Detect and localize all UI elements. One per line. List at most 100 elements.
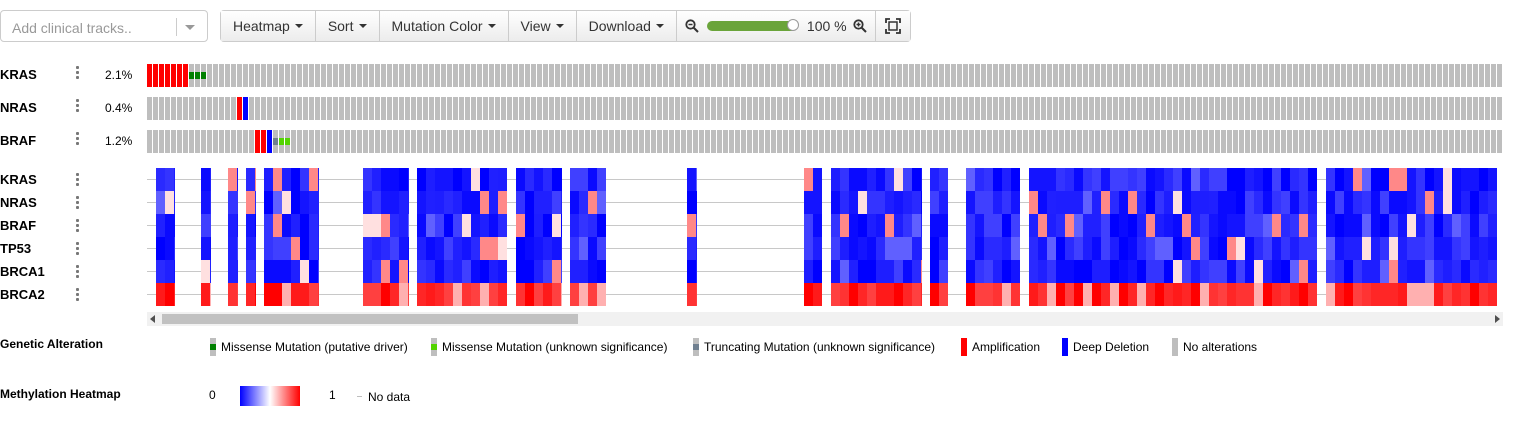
heatmap-cell[interactable] bbox=[1398, 191, 1407, 214]
heatmap-cell[interactable] bbox=[570, 191, 579, 214]
sample-cell[interactable] bbox=[1365, 97, 1370, 120]
heatmap-cell[interactable] bbox=[489, 237, 498, 260]
sample-cell[interactable] bbox=[1089, 97, 1094, 120]
sample-cell[interactable] bbox=[927, 97, 932, 120]
sample-cell[interactable] bbox=[303, 130, 308, 153]
sample-cell[interactable] bbox=[981, 64, 986, 87]
sample-cell[interactable] bbox=[189, 97, 194, 120]
sample-cell[interactable] bbox=[1191, 64, 1196, 87]
heatmap-cell[interactable] bbox=[543, 260, 552, 283]
heatmap-cell[interactable] bbox=[1155, 260, 1164, 283]
sample-cell[interactable] bbox=[555, 64, 560, 87]
zoom-slider[interactable] bbox=[706, 19, 799, 31]
heatmap-cell[interactable] bbox=[966, 191, 975, 214]
sample-cell[interactable] bbox=[147, 97, 152, 120]
sample-cell[interactable] bbox=[1179, 130, 1184, 153]
heatmap-cell[interactable] bbox=[1263, 237, 1272, 260]
sample-cell[interactable] bbox=[429, 97, 434, 120]
heatmap-cell[interactable] bbox=[462, 214, 471, 237]
heatmap-cell[interactable] bbox=[1182, 283, 1191, 306]
heatmap-cell[interactable] bbox=[1164, 191, 1173, 214]
sample-cell[interactable] bbox=[543, 64, 548, 87]
track-menu-icon[interactable] bbox=[76, 288, 79, 303]
heatmap-cell[interactable] bbox=[1137, 214, 1146, 237]
sample-cell[interactable] bbox=[999, 64, 1004, 87]
sample-cell[interactable] bbox=[1023, 97, 1028, 120]
heatmap-cell[interactable] bbox=[399, 214, 408, 237]
heatmap-cell[interactable] bbox=[1407, 283, 1416, 306]
sample-cell[interactable] bbox=[495, 64, 500, 87]
heatmap-cell[interactable] bbox=[885, 260, 894, 283]
heatmap-cell[interactable] bbox=[1128, 191, 1137, 214]
heatmap-cell[interactable] bbox=[831, 191, 840, 214]
sample-cell[interactable] bbox=[801, 97, 806, 120]
sample-cell[interactable] bbox=[891, 97, 896, 120]
sample-cell[interactable] bbox=[651, 97, 656, 120]
heatmap-cell[interactable] bbox=[282, 168, 291, 191]
heatmap-cell[interactable] bbox=[174, 237, 175, 260]
heatmap-cell[interactable] bbox=[255, 214, 256, 237]
sample-cell[interactable] bbox=[513, 97, 518, 120]
heatmap-cell[interactable] bbox=[1056, 260, 1065, 283]
sample-cell[interactable] bbox=[1107, 130, 1112, 153]
sample-cell[interactable] bbox=[675, 97, 680, 120]
sample-cell[interactable] bbox=[957, 64, 962, 87]
sample-cell[interactable] bbox=[297, 130, 302, 153]
heatmap-cell[interactable] bbox=[534, 191, 543, 214]
heatmap-cell[interactable] bbox=[912, 168, 921, 191]
sample-cell[interactable] bbox=[405, 97, 410, 120]
heatmap-cell[interactable] bbox=[1488, 283, 1497, 306]
sample-cell[interactable] bbox=[1269, 64, 1274, 87]
sample-cell[interactable] bbox=[477, 97, 482, 120]
sample-cell[interactable] bbox=[1137, 130, 1142, 153]
sample-cell[interactable] bbox=[1311, 130, 1316, 153]
heatmap-cell[interactable] bbox=[471, 191, 480, 214]
sample-cell[interactable] bbox=[411, 97, 416, 120]
heatmap-cell[interactable] bbox=[1254, 191, 1263, 214]
sample-cell[interactable] bbox=[501, 64, 506, 87]
sample-cell[interactable] bbox=[561, 130, 566, 153]
sample-cell[interactable] bbox=[1347, 64, 1352, 87]
sample-cell[interactable] bbox=[723, 97, 728, 120]
sample-cell[interactable] bbox=[1167, 97, 1172, 120]
heatmap-cell[interactable] bbox=[291, 168, 300, 191]
heatmap-cell[interactable] bbox=[534, 168, 543, 191]
sample-cell[interactable] bbox=[1413, 64, 1418, 87]
sample-cell[interactable] bbox=[1119, 64, 1124, 87]
heatmap-cell[interactable] bbox=[543, 168, 552, 191]
heatmap-cell[interactable] bbox=[372, 214, 381, 237]
sample-cell[interactable] bbox=[1365, 64, 1370, 87]
heatmap-cell[interactable] bbox=[471, 283, 480, 306]
heatmap-cell[interactable] bbox=[1218, 191, 1227, 214]
heatmap-cell[interactable] bbox=[1254, 168, 1263, 191]
heatmap-cell[interactable] bbox=[273, 283, 282, 306]
heatmap-cell[interactable] bbox=[993, 237, 1002, 260]
heatmap-cell[interactable] bbox=[1479, 191, 1488, 214]
sample-cell[interactable] bbox=[309, 64, 314, 87]
sample-cell[interactable] bbox=[933, 130, 938, 153]
sample-cell[interactable] bbox=[1173, 130, 1178, 153]
sample-cell[interactable] bbox=[207, 97, 212, 120]
heatmap-cell[interactable] bbox=[228, 191, 237, 214]
sample-cell[interactable] bbox=[567, 97, 572, 120]
heatmap-cell[interactable] bbox=[1038, 214, 1047, 237]
heatmap-cell[interactable] bbox=[1290, 191, 1299, 214]
heatmap-cell[interactable] bbox=[300, 237, 309, 260]
heatmap-cell[interactable] bbox=[1308, 283, 1317, 306]
sample-cell[interactable] bbox=[813, 130, 818, 153]
heatmap-cell[interactable] bbox=[417, 237, 426, 260]
heatmap-cell[interactable] bbox=[1425, 214, 1434, 237]
heatmap-cell[interactable] bbox=[1272, 168, 1281, 191]
heatmap-cell[interactable] bbox=[1164, 260, 1173, 283]
heatmap-cell[interactable] bbox=[372, 191, 381, 214]
sample-cell[interactable] bbox=[147, 130, 152, 153]
heatmap-cell[interactable] bbox=[1353, 260, 1362, 283]
sample-cell[interactable] bbox=[843, 130, 848, 153]
heatmap-cell[interactable] bbox=[309, 283, 318, 306]
heatmap-cell[interactable] bbox=[1083, 283, 1092, 306]
heatmap-cell[interactable] bbox=[1326, 283, 1335, 306]
heatmap-cell[interactable] bbox=[1191, 260, 1200, 283]
heatmap-cell[interactable] bbox=[876, 260, 885, 283]
scroll-left-icon[interactable] bbox=[150, 315, 155, 323]
heatmap-cell[interactable] bbox=[516, 191, 525, 214]
